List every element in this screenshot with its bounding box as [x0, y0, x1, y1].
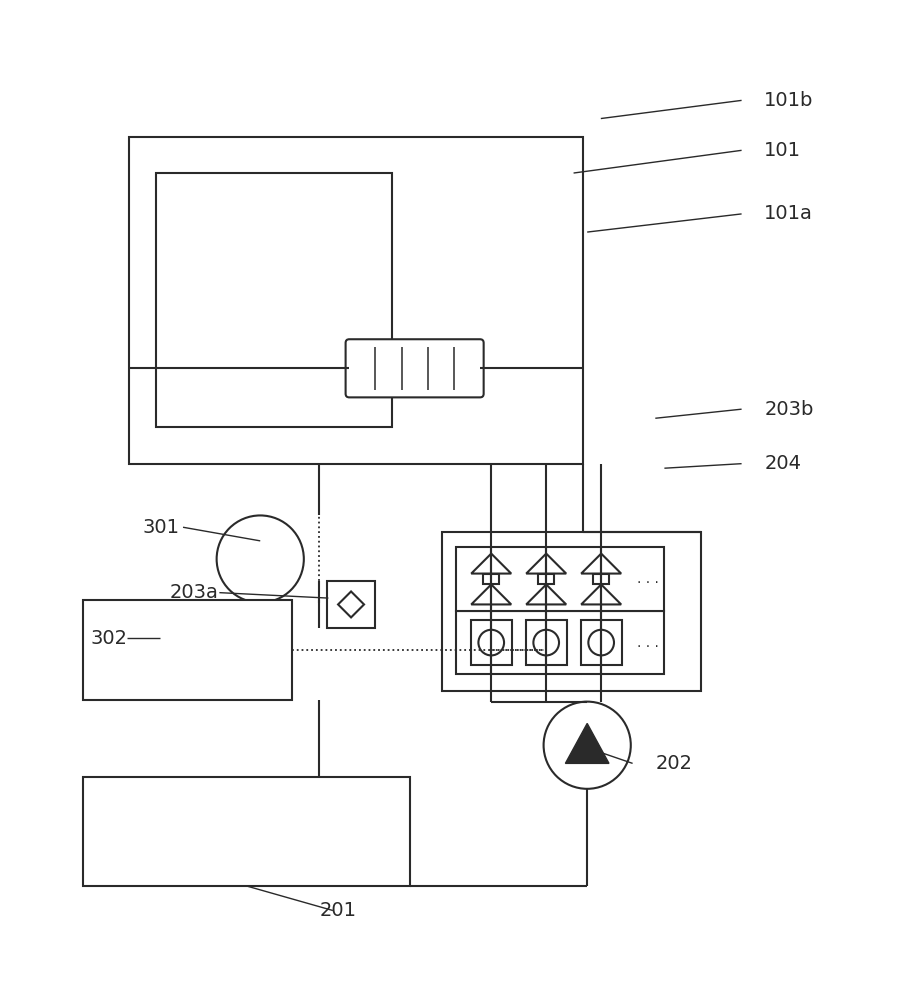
Circle shape [533, 630, 559, 655]
Text: . . .: . . . [637, 636, 659, 650]
Bar [83, 777, 410, 886]
Text: 101a: 101a [764, 204, 814, 223]
Circle shape [478, 630, 504, 655]
Circle shape [217, 515, 304, 603]
Bar [471, 620, 512, 665]
Bar [580, 620, 622, 665]
Bar [156, 173, 392, 427]
Bar [456, 547, 664, 611]
FancyBboxPatch shape [345, 339, 484, 397]
Bar [128, 137, 583, 464]
Bar [593, 574, 609, 584]
Text: 202: 202 [655, 754, 692, 773]
Bar [538, 574, 555, 584]
Circle shape [544, 702, 630, 789]
Text: 101b: 101b [764, 91, 814, 110]
Text: 302: 302 [90, 629, 128, 648]
Bar [526, 620, 567, 665]
Text: 204: 204 [764, 454, 802, 473]
Bar [327, 581, 374, 628]
Text: 203b: 203b [764, 400, 814, 419]
Text: 201: 201 [319, 901, 356, 920]
Bar [83, 600, 292, 700]
Bar [483, 574, 499, 584]
Text: 301: 301 [142, 518, 179, 537]
Text: 101: 101 [764, 141, 802, 160]
Polygon shape [566, 723, 609, 763]
Text: 203a: 203a [169, 583, 219, 602]
Circle shape [589, 630, 614, 655]
Bar [442, 532, 701, 691]
Text: . . .: . . . [637, 572, 659, 586]
Bar [456, 611, 664, 674]
